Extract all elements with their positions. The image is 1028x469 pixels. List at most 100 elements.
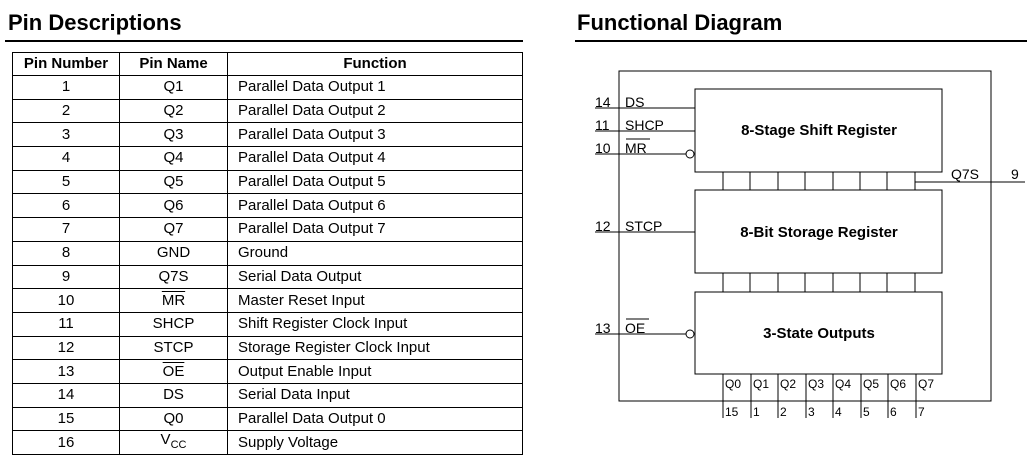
pin-number: 12 — [12, 335, 120, 361]
header-pin-number: Pin Number — [12, 52, 120, 76]
output-pin-number-q4: 4 — [835, 405, 842, 419]
table-row: 12 STCP Storage Register Clock Input — [12, 335, 523, 361]
table-row: 16 VCC Supply Voltage — [12, 430, 523, 456]
output-pin-number-q1: 1 — [753, 405, 760, 419]
pin-function: Shift Register Clock Input — [227, 311, 523, 337]
pin-function: Parallel Data Output 0 — [227, 406, 523, 432]
pin-name: Q7S — [119, 264, 228, 290]
output-name-q7: Q7 — [918, 377, 934, 391]
pin-function: Parallel Data Output 6 — [227, 193, 523, 219]
bus-lines — [722, 172, 916, 292]
output-pin-number-q0: 15 — [725, 405, 739, 419]
output-leads — [722, 374, 917, 418]
pin-function: Supply Voltage — [227, 430, 523, 456]
output-block-label: 3-State Outputs — [763, 325, 875, 342]
pin-function: Master Reset Input — [227, 288, 523, 313]
pin-function: Parallel Data Output 5 — [227, 169, 523, 195]
mr-pin-name: MR — [625, 140, 647, 156]
title-rule — [575, 40, 1027, 42]
mr-pin-number: 10 — [595, 140, 611, 156]
pin-number: 9 — [12, 264, 120, 290]
pin-name-main: V — [160, 431, 171, 449]
pin-table: Pin Number Pin Name Function 1 Q1 Parall… — [12, 52, 523, 456]
pin-name: Q2 — [119, 98, 228, 124]
table-row: 2 Q2 Parallel Data Output 2 — [12, 98, 523, 124]
output-labels: Q0 15 Q1 1 Q2 2 Q3 3 Q4 4 Q5 5 Q6 6 Q7 7 — [725, 377, 934, 419]
pin-name: STCP — [119, 335, 228, 361]
pin-function: Parallel Data Output 3 — [227, 122, 523, 148]
pin-number: 15 — [12, 406, 120, 432]
header-function: Function — [227, 52, 523, 76]
package-outline — [618, 70, 992, 402]
table-row: 13 OE Output Enable Input — [12, 359, 523, 384]
pin-function: Serial Data Output — [227, 264, 523, 290]
table-row: 3 Q3 Parallel Data Output 3 — [12, 122, 523, 148]
table-row: 14 DS Serial Data Input — [12, 382, 523, 408]
table-row: 5 Q5 Parallel Data Output 5 — [12, 169, 523, 195]
oe-inversion-bubble — [685, 329, 695, 339]
pin-name: Q6 — [119, 193, 228, 219]
pin-number: 2 — [12, 98, 120, 124]
output-pin-number-q5: 5 — [863, 405, 870, 419]
q7s-pin-number: 9 — [1011, 166, 1019, 182]
table-row: 1 Q1 Parallel Data Output 1 — [12, 75, 523, 100]
pin-name-overlined: MR — [161, 291, 186, 309]
table-row: 15 Q0 Parallel Data Output 0 — [12, 406, 523, 432]
output-pin-number-q2: 2 — [780, 405, 787, 419]
pin-function: Ground — [227, 240, 523, 266]
table-row: 10 MR Master Reset Input — [12, 288, 523, 313]
pin-function: Parallel Data Output 1 — [227, 75, 523, 100]
oe-pin-number: 13 — [595, 320, 611, 336]
title-rule — [5, 40, 523, 42]
mr-inversion-bubble — [685, 149, 695, 159]
pin-number: 10 — [12, 288, 120, 313]
pin-name: Q3 — [119, 122, 228, 148]
output-pin-number-q7: 7 — [918, 405, 925, 419]
pin-name-overlined: OE — [162, 362, 185, 380]
pin-name: Q1 — [119, 75, 228, 100]
functional-diagram: 14 DS 11 SHCP 10 MR 12 STCP 13 OE Q7S 9 … — [595, 70, 1025, 419]
pin-number: 4 — [12, 146, 120, 171]
output-name-q3: Q3 — [808, 377, 824, 391]
pin-name: OE — [119, 359, 228, 384]
output-name-q4: Q4 — [835, 377, 851, 391]
pin-name: Q7 — [119, 217, 228, 242]
pin-name: Q0 — [119, 406, 228, 432]
table-row: 8 GND Ground — [12, 240, 523, 266]
pin-number: 8 — [12, 240, 120, 266]
pin-name: GND — [119, 240, 228, 266]
pin-name: Q4 — [119, 146, 228, 171]
output-pin-number-q3: 3 — [808, 405, 815, 419]
oe-pin-name: OE — [625, 320, 645, 336]
shcp-pin-number: 11 — [595, 117, 610, 133]
table-row: 11 SHCP Shift Register Clock Input — [12, 311, 523, 337]
shcp-pin-name: SHCP — [625, 117, 664, 133]
functional-diagram-title: Functional Diagram — [577, 10, 783, 35]
shift-register-label: 8-Stage Shift Register — [741, 122, 897, 139]
storage-register-label: 8-Bit Storage Register — [740, 224, 898, 241]
pin-name: SHCP — [119, 311, 228, 337]
pin-function: Parallel Data Output 2 — [227, 98, 523, 124]
pin-function: Parallel Data Output 7 — [227, 217, 523, 242]
pin-number: 5 — [12, 169, 120, 195]
table-row: 9 Q7S Serial Data Output — [12, 264, 523, 290]
table-row: 7 Q7 Parallel Data Output 7 — [12, 217, 523, 242]
output-name-q2: Q2 — [780, 377, 796, 391]
pin-number: 1 — [12, 75, 120, 100]
output-block — [694, 291, 943, 375]
pin-name: DS — [119, 382, 228, 408]
output-name-q1: Q1 — [753, 377, 769, 391]
pin-name: VCC — [119, 430, 228, 456]
pin-number: 11 — [12, 311, 120, 337]
pin-name-subscript: CC — [170, 439, 187, 452]
table-row: 6 Q6 Parallel Data Output 6 — [12, 193, 523, 219]
output-pin-number-q6: 6 — [890, 405, 897, 419]
pin-function: Serial Data Input — [227, 382, 523, 408]
q7s-pin-name: Q7S — [951, 166, 979, 182]
pin-number: 6 — [12, 193, 120, 219]
pin-number: 7 — [12, 217, 120, 242]
pin-function: Storage Register Clock Input — [227, 335, 523, 361]
pin-number: 13 — [12, 359, 120, 384]
table-header-row: Pin Number Pin Name Function — [12, 52, 523, 76]
stcp-pin-number: 12 — [595, 218, 611, 234]
